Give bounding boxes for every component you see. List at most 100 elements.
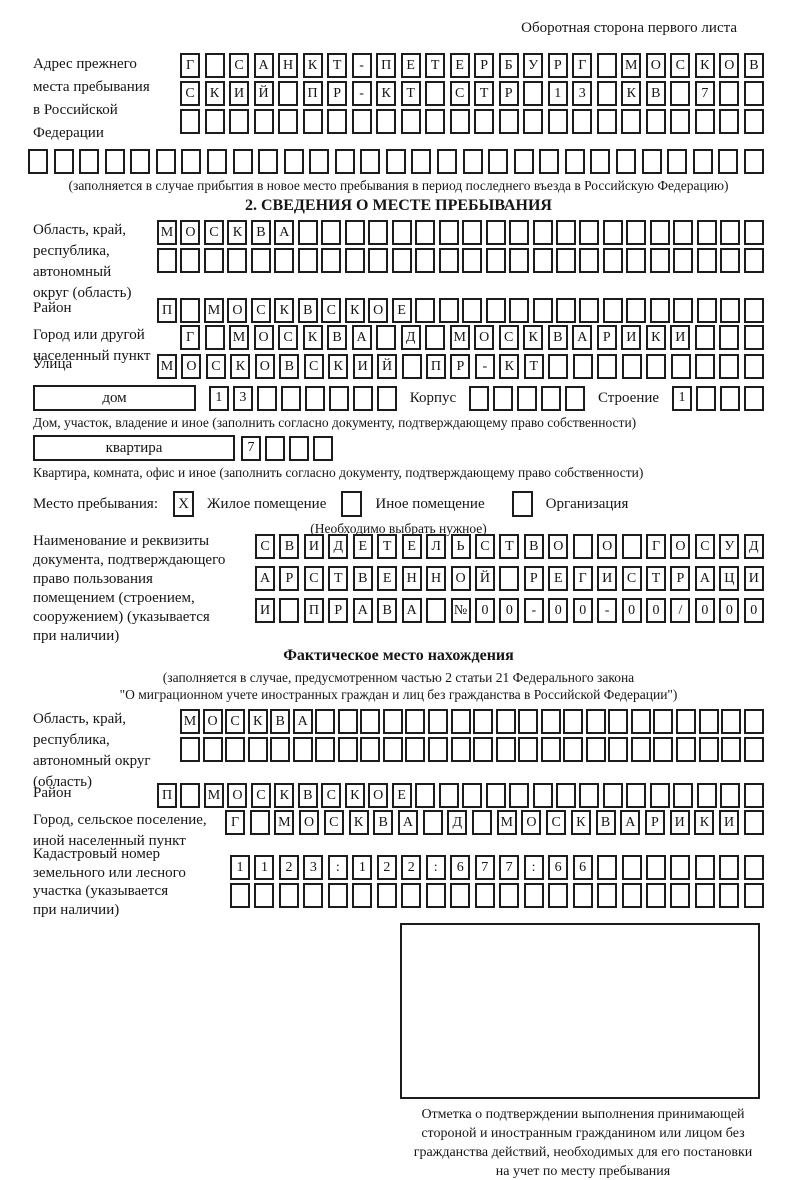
char-cell — [256, 385, 277, 411]
char-cell: Й — [474, 566, 495, 591]
char-cell: / — [670, 598, 691, 623]
char-cell — [247, 737, 268, 762]
char-cell — [313, 435, 333, 461]
char-cell: О — [253, 325, 274, 350]
char-cell: 1 — [671, 385, 692, 411]
char-cell: Г — [180, 325, 200, 350]
char-cell: Р — [498, 81, 519, 106]
document-label: Наименование и реквизиты документа, подт… — [33, 533, 226, 644]
char-cell: 0 — [474, 598, 495, 623]
char-cell: М — [157, 354, 177, 379]
section2-title: 2. СВЕДЕНИЯ О МЕСТЕ ПРЕБЫВАНИЯ — [245, 197, 552, 214]
city-label: Город, сельское поселение, иной населенн… — [33, 812, 207, 849]
char-cell — [694, 855, 715, 880]
char-cell — [597, 883, 618, 908]
char-cell: В — [743, 53, 764, 78]
char-cell — [485, 298, 506, 323]
char-cell: Д — [400, 325, 421, 350]
char-cell — [279, 598, 300, 623]
char-cell: А — [620, 810, 641, 835]
char-cell: Т — [327, 53, 348, 78]
char-cell: 0 — [694, 598, 715, 623]
char-cell: 2 — [278, 855, 299, 880]
stamp-caption: Отметка о подтверждении выполнения прини… — [413, 1107, 753, 1179]
char-cell — [315, 709, 336, 734]
char-cell: Л — [426, 534, 447, 559]
char-cell: С — [621, 566, 642, 591]
char-cell — [517, 385, 538, 411]
field-region-1: Область, край, республика, автономный ок… — [33, 220, 764, 301]
char-cell — [202, 737, 223, 762]
char-cell — [743, 149, 764, 174]
char-cell — [621, 855, 642, 880]
char-cell: 3 — [232, 385, 253, 411]
char-cell: М — [621, 53, 642, 78]
char-cell: С — [205, 354, 226, 379]
char-cell — [405, 709, 426, 734]
char-cell: В — [279, 354, 300, 379]
char-cell — [596, 81, 617, 106]
char-cell: А — [351, 325, 372, 350]
char-cell: К — [247, 709, 268, 734]
street-label: Улица — [33, 356, 73, 372]
char-cell — [405, 737, 426, 762]
char-cell: В — [270, 709, 291, 734]
char-cell: К — [204, 81, 225, 106]
char-cell — [694, 109, 715, 134]
char-cell: О — [254, 354, 275, 379]
char-cell: 0 — [719, 598, 740, 623]
char-cell: 2 — [376, 855, 397, 880]
char-cell — [720, 220, 741, 245]
char-cell — [548, 883, 569, 908]
char-cell: С — [303, 566, 324, 591]
char-cell — [653, 737, 674, 762]
char-cell — [425, 883, 446, 908]
char-cell: Т — [400, 81, 421, 106]
char-cell — [495, 709, 516, 734]
char-cell — [462, 783, 483, 808]
char-cell — [253, 109, 274, 134]
char-cell — [79, 149, 100, 174]
char-cell: Н — [426, 566, 447, 591]
char-cell: Т — [499, 534, 520, 559]
char-cell — [227, 248, 248, 273]
char-cell — [696, 248, 717, 273]
char-cell — [670, 109, 691, 134]
char-cell: К — [523, 325, 544, 350]
char-cell: И — [621, 325, 642, 350]
char-cell — [180, 298, 201, 323]
char-cell — [258, 149, 279, 174]
char-cell: О — [299, 810, 320, 835]
char-cell: 3 — [303, 855, 324, 880]
char-cell — [720, 248, 741, 273]
region-label: Область, край, республика, автономный ок… — [33, 222, 132, 301]
char-cell: П — [157, 298, 177, 323]
char-cell: А — [255, 566, 275, 591]
char-cell — [411, 149, 432, 174]
char-cell — [541, 385, 562, 411]
char-cell: К — [499, 354, 520, 379]
stay-option-organization: Организация — [511, 491, 628, 517]
char-cell — [621, 534, 642, 559]
char-cell — [225, 737, 246, 762]
char-cell: Н — [278, 53, 299, 78]
char-cell: М — [203, 783, 224, 808]
char-cell — [181, 149, 202, 174]
char-cell — [254, 883, 275, 908]
char-cell — [649, 783, 670, 808]
char-cell — [250, 248, 271, 273]
char-cell — [743, 810, 764, 835]
char-cell — [518, 709, 539, 734]
char-cell — [289, 435, 309, 461]
char-cell: С — [474, 534, 495, 559]
char-cell: С — [546, 810, 567, 835]
char-cell — [641, 149, 662, 174]
char-cell — [555, 220, 576, 245]
char-cell — [391, 248, 412, 273]
char-cell — [645, 109, 666, 134]
char-cell — [743, 298, 764, 323]
